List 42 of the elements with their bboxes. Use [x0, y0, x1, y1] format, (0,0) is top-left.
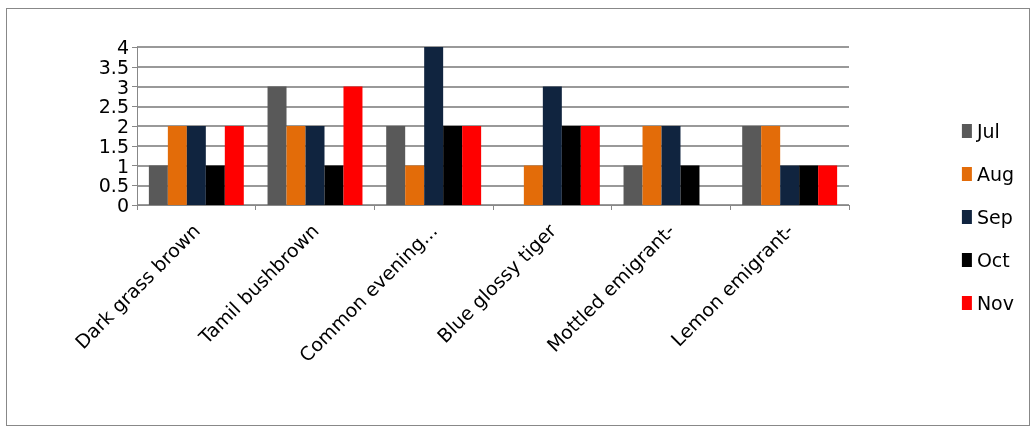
bar — [205, 165, 225, 205]
bar — [443, 126, 463, 205]
bar — [761, 126, 781, 205]
y-tick-label: 1 — [116, 154, 129, 177]
bar — [405, 165, 425, 205]
y-tick-label: 3.5 — [98, 55, 129, 78]
legend-label: Aug — [976, 163, 1015, 185]
bar — [267, 86, 287, 205]
legend-label: Oct — [976, 249, 1010, 271]
bar — [523, 165, 543, 205]
bar — [386, 126, 406, 205]
bar — [343, 86, 363, 205]
bar — [799, 165, 819, 205]
legend-label: Jul — [975, 120, 1000, 142]
bar — [186, 126, 206, 205]
bar — [167, 126, 187, 205]
y-tick-label: 2 — [116, 115, 129, 137]
y-tick-label: 1.5 — [98, 134, 129, 157]
bar — [305, 126, 325, 205]
bar — [148, 165, 168, 205]
bar — [542, 86, 562, 205]
bar — [623, 165, 643, 205]
y-tick-label: 0 — [116, 194, 129, 216]
bar — [224, 126, 244, 205]
bar — [561, 126, 581, 205]
legend-label: Sep — [976, 206, 1013, 228]
bar — [780, 165, 800, 205]
y-tick-label: 3 — [116, 75, 129, 98]
bar — [661, 126, 681, 205]
bar — [680, 165, 700, 205]
bar — [580, 126, 600, 205]
bar — [462, 126, 482, 205]
bar — [642, 126, 662, 205]
y-tick-label: 4 — [116, 36, 129, 58]
legend-label: Nov — [976, 292, 1014, 314]
bar — [324, 165, 344, 205]
bar — [818, 165, 838, 205]
bar — [424, 47, 444, 205]
y-tick-label: 2.5 — [98, 95, 129, 118]
bar — [286, 126, 306, 205]
bar — [742, 126, 762, 205]
y-tick-label: 0.5 — [98, 174, 129, 197]
